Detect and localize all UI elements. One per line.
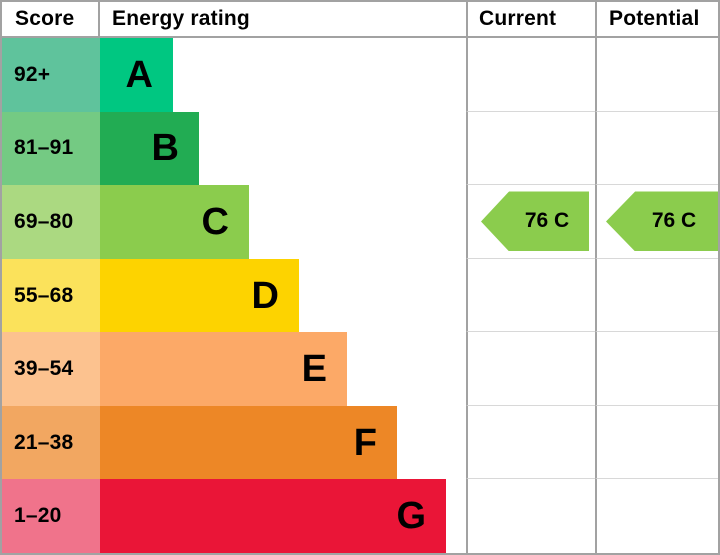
bar-area-c: C (100, 185, 466, 259)
header-energy-rating: Energy rating (112, 7, 250, 30)
bar-area-g: G (100, 479, 466, 553)
potential-cell-b (595, 111, 718, 186)
band-bar-e: E (100, 332, 347, 406)
current-cell-b (466, 111, 595, 186)
potential-cell-e (595, 332, 718, 406)
header-current: Current (466, 2, 595, 36)
band-row-d: 55–68 D (2, 258, 718, 333)
current-cell-d (466, 258, 595, 333)
band-letter-e: E (301, 348, 327, 391)
header-score: Score (2, 2, 100, 36)
potential-cell-f (595, 405, 718, 480)
potential-cell-a (595, 38, 718, 112)
band-letter-b: B (151, 127, 179, 170)
score-range-e: 39–54 (2, 332, 100, 406)
current-cell-g (466, 479, 595, 553)
band-letter-f: F (353, 421, 377, 464)
band-letter-c: C (201, 200, 229, 243)
bar-area-b: B (100, 111, 466, 186)
band-letter-a: A (125, 53, 153, 96)
current-cell-e (466, 332, 595, 406)
potential-cell-d (595, 258, 718, 333)
bar-area-a: A (100, 38, 466, 112)
band-row-a: 92+ A (2, 38, 718, 112)
band-bar-d: D (100, 258, 299, 333)
band-row-g: 1–20 G (2, 479, 718, 553)
band-row-c: 69–80 C 76 C 76 C (2, 185, 718, 259)
score-range-b: 81–91 (2, 111, 100, 186)
band-letter-d: D (251, 274, 279, 317)
band-row-b: 81–91 B (2, 111, 718, 186)
score-range-d: 55–68 (2, 258, 100, 333)
band-bar-g: G (100, 479, 446, 553)
header-potential: Potential (595, 2, 718, 36)
band-bar-c: C (100, 185, 249, 259)
chart-body: 92+ A 81–91 B 69–80 C (2, 38, 718, 553)
current-cell-c: 76 C (466, 185, 595, 259)
potential-cell-c: 76 C (595, 185, 718, 259)
current-cell-f (466, 405, 595, 480)
score-range-c: 69–80 (2, 185, 100, 259)
band-letter-g: G (396, 495, 426, 538)
bar-area-e: E (100, 332, 466, 406)
chart-header-row: Score Energy rating Current Potential (2, 2, 718, 38)
current-cell-a (466, 38, 595, 112)
current-rating-label: 76 C (524, 209, 570, 233)
band-row-e: 39–54 E (2, 332, 718, 406)
potential-rating-arrow: 76 C (606, 191, 718, 252)
bar-area-d: D (100, 258, 466, 333)
band-bar-b: B (100, 111, 199, 186)
score-range-a: 92+ (2, 38, 100, 112)
band-bar-f: F (100, 405, 397, 480)
score-range-f: 21–38 (2, 405, 100, 480)
potential-cell-g (595, 479, 718, 553)
potential-rating-label: 76 C (651, 209, 697, 233)
band-bar-a: A (100, 38, 173, 112)
bar-area-f: F (100, 405, 466, 480)
score-range-g: 1–20 (2, 479, 100, 553)
current-rating-arrow: 76 C (481, 191, 589, 252)
band-row-f: 21–38 F (2, 405, 718, 480)
